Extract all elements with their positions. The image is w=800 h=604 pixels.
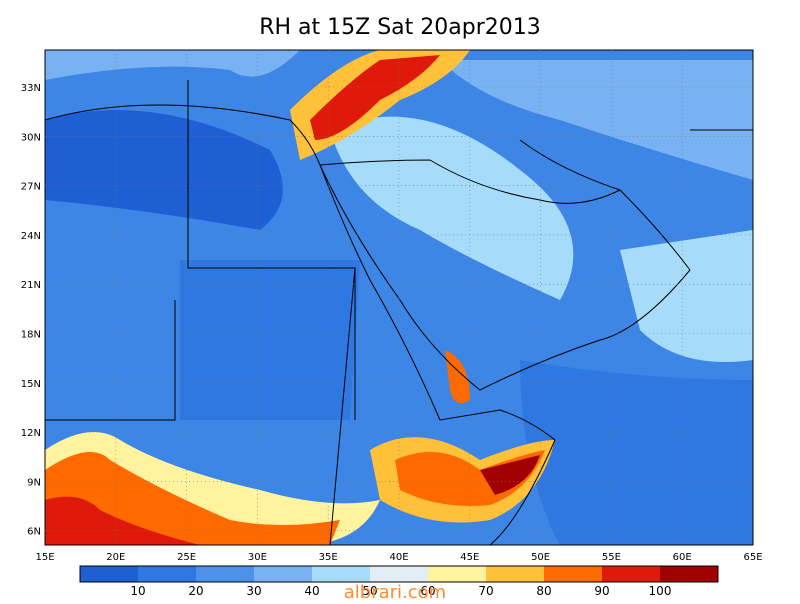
- lon-label: 60E: [673, 552, 692, 563]
- lon-label: 40E: [389, 552, 408, 563]
- colorbar-segment: [428, 566, 486, 582]
- coastlines: [44, 80, 753, 546]
- colorbar-label: 70: [478, 584, 493, 598]
- lat-label: 18N: [21, 330, 41, 341]
- lat-label: 9N: [27, 477, 41, 488]
- lon-label: 45E: [460, 552, 479, 563]
- lat-label: 6N: [27, 527, 41, 538]
- colorbar-label: 90: [594, 584, 609, 598]
- lat-label: 27N: [21, 182, 41, 193]
- lat-label: 30N: [21, 132, 41, 143]
- map-title: RH at 15Z Sat 20apr2013: [259, 15, 541, 40]
- colorbar-segment: [370, 566, 428, 582]
- lat-label: 24N: [21, 231, 41, 242]
- lat-label: 21N: [21, 280, 41, 291]
- colorbar-segment: [486, 566, 544, 582]
- colorbar-label: 30: [246, 584, 261, 598]
- lon-label: 35E: [319, 552, 338, 563]
- colorbar-label: 60: [420, 584, 435, 598]
- lat-label: 12N: [21, 428, 41, 439]
- lon-label: 30E: [248, 552, 267, 563]
- colorbar-label: 50: [362, 584, 377, 598]
- lon-label: 20E: [106, 552, 125, 563]
- lon-label: 15E: [35, 552, 54, 563]
- lon-label: 50E: [531, 552, 550, 563]
- colorbar-label: 80: [536, 584, 551, 598]
- colorbar-segment: [196, 566, 254, 582]
- colorbar-label: 20: [188, 584, 203, 598]
- colorbar-label: 100: [649, 584, 672, 598]
- lon-label: 25E: [177, 552, 196, 563]
- watermark: albrari.com: [344, 582, 446, 600]
- lon-label: 55E: [602, 552, 621, 563]
- colorbar-segment: [660, 566, 718, 582]
- colorbar-segment: [138, 566, 196, 582]
- colorbar-label: 40: [304, 584, 319, 598]
- colorbar-label: 10: [130, 584, 145, 598]
- rh-field: [45, 50, 753, 545]
- lon-label: 65E: [743, 552, 762, 563]
- colorbar-segment: [80, 566, 138, 582]
- colorbar-segment: [544, 566, 602, 582]
- colorbar-segment: [312, 566, 370, 582]
- colorbar-frame: [79, 565, 719, 583]
- lat-label: 15N: [21, 379, 41, 390]
- colorbar-segment: [602, 566, 660, 582]
- colorbar-segment: [254, 566, 312, 582]
- lat-label: 33N: [21, 83, 41, 94]
